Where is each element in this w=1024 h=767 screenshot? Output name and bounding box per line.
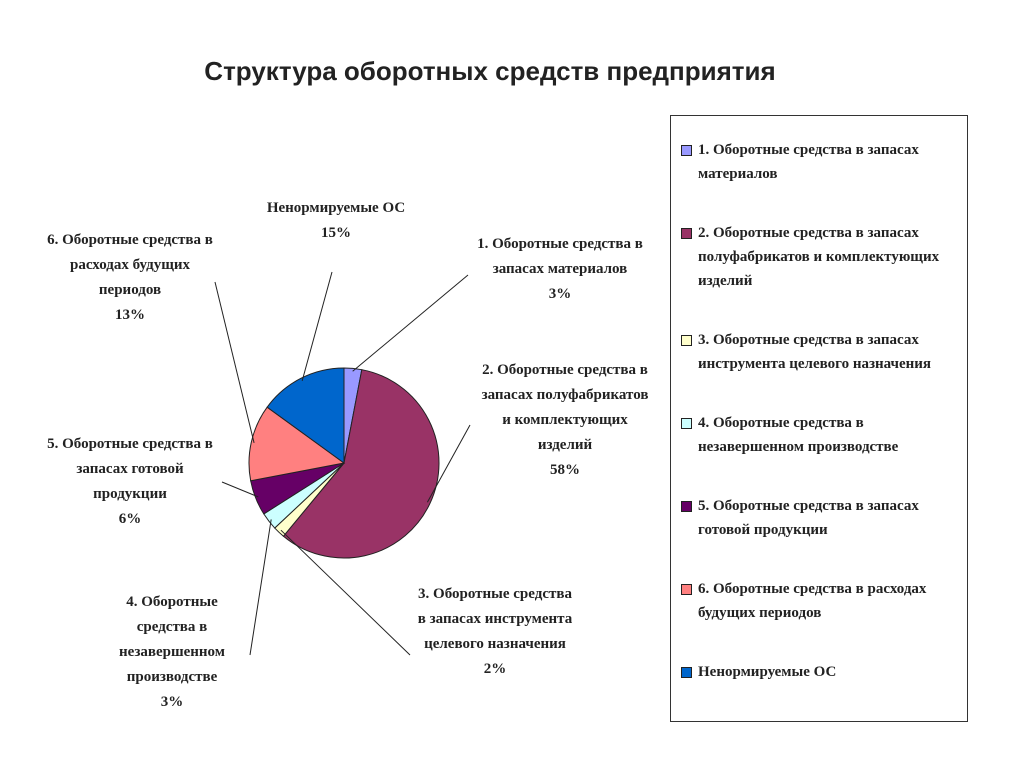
legend-swatch — [681, 334, 692, 346]
pie-slice — [248, 406, 346, 482]
slice-label-value: 15% — [321, 225, 351, 241]
legend-swatch — [681, 666, 692, 678]
pie-slice — [266, 367, 345, 464]
pie-slice — [282, 369, 440, 559]
legend-label: Ненормируемые ОС — [698, 663, 837, 680]
legend-label: 5. Оборотные средства в запасах готовой … — [698, 497, 919, 538]
slice-label: Ненормируемые ОС 15% — [251, 196, 421, 246]
slice-label-name: 2. Оборотные средства в запасах полуфабр… — [481, 362, 649, 453]
slice-label-name: 1. Оборотные средства в запасах материал… — [477, 236, 643, 277]
legend-swatch — [681, 417, 692, 429]
slice-label-value: 6% — [118, 511, 142, 527]
legend-item: 3. Оборотные средства в запасах инструме… — [681, 328, 961, 376]
legend-item: 6. Оборотные средства в расходах будущих… — [681, 577, 961, 625]
legend-item: 4. Оборотные средства в незавершенном пр… — [681, 411, 961, 459]
slice-label-name: 6. Оборотные средства в расходах будущих… — [47, 232, 213, 298]
slice-label: 3. Оборотные средства в запасах инструме… — [415, 582, 575, 682]
legend-item: Ненормируемые ОС — [681, 660, 961, 684]
slice-label-name: Ненормируемые ОС — [266, 200, 406, 216]
slice-label: 2. Оборотные средства в запасах полуфабр… — [480, 358, 650, 483]
slice-label-value: 2% — [483, 661, 507, 677]
legend-swatch — [681, 227, 692, 239]
slice-label-name: 3. Оборотные средства в запасах инструме… — [417, 586, 573, 652]
legend-label: 6. Оборотные средства в расходах будущих… — [698, 580, 927, 621]
slice-label: 1. Оборотные средства в запасах материал… — [475, 232, 645, 307]
leader-line — [426, 424, 471, 503]
leader-line — [301, 271, 333, 382]
legend-label: 4. Оборотные средства в незавершенном пр… — [698, 414, 899, 455]
slice-label-value: 13% — [115, 307, 145, 323]
slice-label-value: 3% — [548, 286, 572, 302]
legend-label: 2. Оборотные средства в запасах полуфабр… — [698, 224, 940, 289]
slice-label-name: 5. Оборотные средства в запасах готовой … — [47, 436, 213, 502]
legend-label: 3. Оборотные средства в запасах инструме… — [698, 331, 932, 372]
leader-line — [214, 281, 255, 444]
legend-item: 2. Оборотные средства в запасах полуфабр… — [681, 221, 961, 293]
chart-title: Структура оборотных средств предприятия — [204, 56, 776, 86]
slice-label-value: 58% — [550, 462, 580, 478]
legend-swatch — [681, 583, 692, 595]
legend: 1. Оборотные средства в запасах материал… — [670, 115, 968, 722]
legend-swatch — [681, 500, 692, 512]
slice-label-name: 4. Оборотные средства в незавершенном пр… — [119, 594, 225, 685]
slice-label: 4. Оборотные средства в незавершенном пр… — [97, 590, 247, 715]
legend-item: 5. Оборотные средства в запасах готовой … — [681, 494, 961, 542]
leader-line — [249, 519, 272, 656]
leader-line — [221, 481, 259, 498]
slice-label-value: 3% — [160, 694, 184, 710]
leader-line — [280, 529, 411, 656]
legend-swatch — [681, 144, 692, 156]
leader-line — [352, 274, 469, 372]
legend-item: 1. Оборотные средства в запасах материал… — [681, 138, 961, 186]
legend-label: 1. Оборотные средства в запасах материал… — [698, 141, 919, 182]
slice-label: 6. Оборотные средства в расходах будущих… — [45, 228, 215, 328]
slice-label: 5. Оборотные средства в запасах готовой … — [40, 432, 220, 532]
